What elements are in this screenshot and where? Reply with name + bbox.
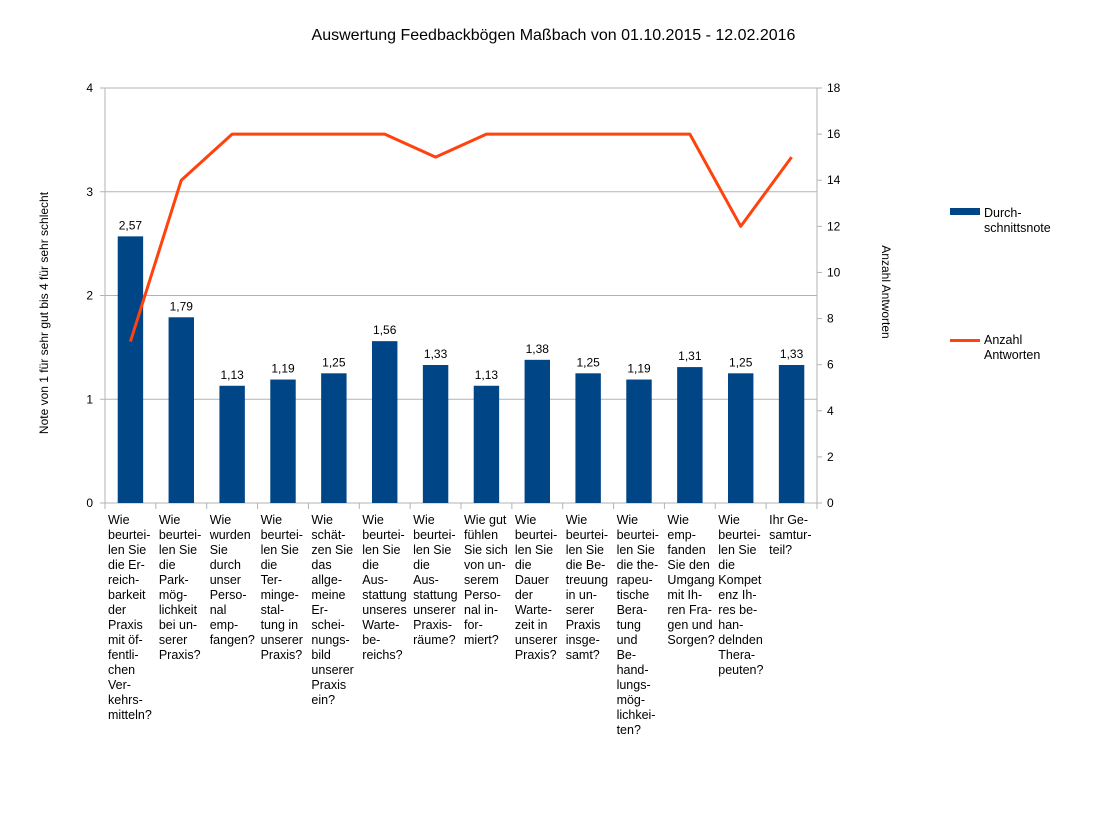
legend-swatch-bar <box>950 208 980 215</box>
y-tick-label: 2 <box>86 289 93 303</box>
bar <box>626 379 652 503</box>
y2-tick-label: 16 <box>827 127 841 141</box>
bar <box>117 236 144 504</box>
bar <box>677 367 703 503</box>
legend-label-bar: Durch- schnittsnote <box>984 206 1051 235</box>
bar-data-label: 1,25 <box>322 355 346 369</box>
x-category-label: Wie gut fühlen Sie sich von un- serem Pe… <box>464 513 508 647</box>
bar-data-label: 1,13 <box>475 368 499 382</box>
x-category-label: Wie beurtei- len Sie die Park- mög- lich… <box>158 513 202 662</box>
bar <box>728 373 754 503</box>
x-category-label: Wie beurtei- len Sie die Aus- stattung u… <box>362 513 407 662</box>
x-category-label: Wie beurtei- len Sie die Dauer der Warte… <box>514 513 558 662</box>
bar <box>575 373 601 503</box>
bar-data-label: 1,25 <box>729 355 753 369</box>
y2-tick-label: 14 <box>827 173 841 187</box>
y-tick-label: 0 <box>86 496 93 510</box>
bar-data-label: 1,38 <box>526 342 550 356</box>
y2-tick-label: 2 <box>827 450 834 464</box>
bar-data-label: 1,25 <box>576 355 600 369</box>
bar <box>372 341 398 503</box>
x-category-label: Wie beurtei- len Sie die Aus- stattung u… <box>413 513 458 647</box>
bar-data-label: 1,33 <box>780 347 804 361</box>
bar <box>524 359 550 503</box>
y2-tick-label: 12 <box>827 219 841 233</box>
bar <box>422 365 449 503</box>
legend-label-line: Anzahl Antworten <box>984 333 1041 362</box>
bar-data-label: 1,79 <box>170 299 194 313</box>
x-category-label: Wie beurtei- len Sie die Ter- minge- sta… <box>260 513 303 662</box>
y2-tick-label: 4 <box>827 404 834 418</box>
bar-data-label: 1,33 <box>424 347 448 361</box>
y2-tick-label: 6 <box>827 358 834 372</box>
bar-data-label: 2,57 <box>119 218 143 232</box>
x-category-label: Wie beurtei- len Sie die Kompet enz Ih- … <box>718 513 764 677</box>
y-axis-title: Note von 1 für sehr gut bis 4 für sehr s… <box>37 191 51 434</box>
bar-data-label: 1,56 <box>373 323 397 337</box>
y2-tick-label: 10 <box>827 265 841 279</box>
x-category-label: Wie beurtei- len Sie die the- rapeu- tis… <box>616 513 659 737</box>
bar <box>270 379 296 503</box>
bar-data-label: 1,19 <box>271 362 295 376</box>
y2-tick-label: 0 <box>827 496 834 510</box>
y2-tick-label: 8 <box>827 312 834 326</box>
x-category-label: Ihr Ge- samtur- teil? <box>769 513 812 557</box>
bar <box>168 317 194 503</box>
x-category-label: Wie beurtei- len Sie die Be- treuung in … <box>565 513 609 662</box>
bar <box>219 385 245 503</box>
x-category-label: Wie beurtei- len Sie die Er- reich- bark… <box>108 513 152 722</box>
x-category-label: Wie schät- zen Sie das allge- meine Er- … <box>311 513 354 707</box>
y2-axis-title: Anzahl Antworten <box>879 245 893 338</box>
chart-title: Auswertung Feedbackbögen Maßbach von 01.… <box>311 27 796 44</box>
line-series-anzahl <box>128 132 793 343</box>
bar <box>778 365 805 503</box>
bar-data-label: 1,13 <box>220 368 244 382</box>
y2-tick-label: 18 <box>827 81 841 95</box>
bar-data-label: 1,31 <box>678 349 702 363</box>
x-category-label: Wie emp- fanden Sie den Umgang mit Ih- r… <box>667 513 715 647</box>
bar <box>473 385 500 503</box>
bar-data-label: 1,19 <box>627 362 651 376</box>
y-tick-label: 4 <box>86 81 93 95</box>
y-tick-label: 1 <box>86 392 93 406</box>
y-tick-label: 3 <box>86 185 93 199</box>
legend-swatch-line <box>950 339 980 342</box>
bar <box>321 373 347 503</box>
x-category-label: Wie wurden Sie durch unser Perso- nal em… <box>209 513 255 647</box>
